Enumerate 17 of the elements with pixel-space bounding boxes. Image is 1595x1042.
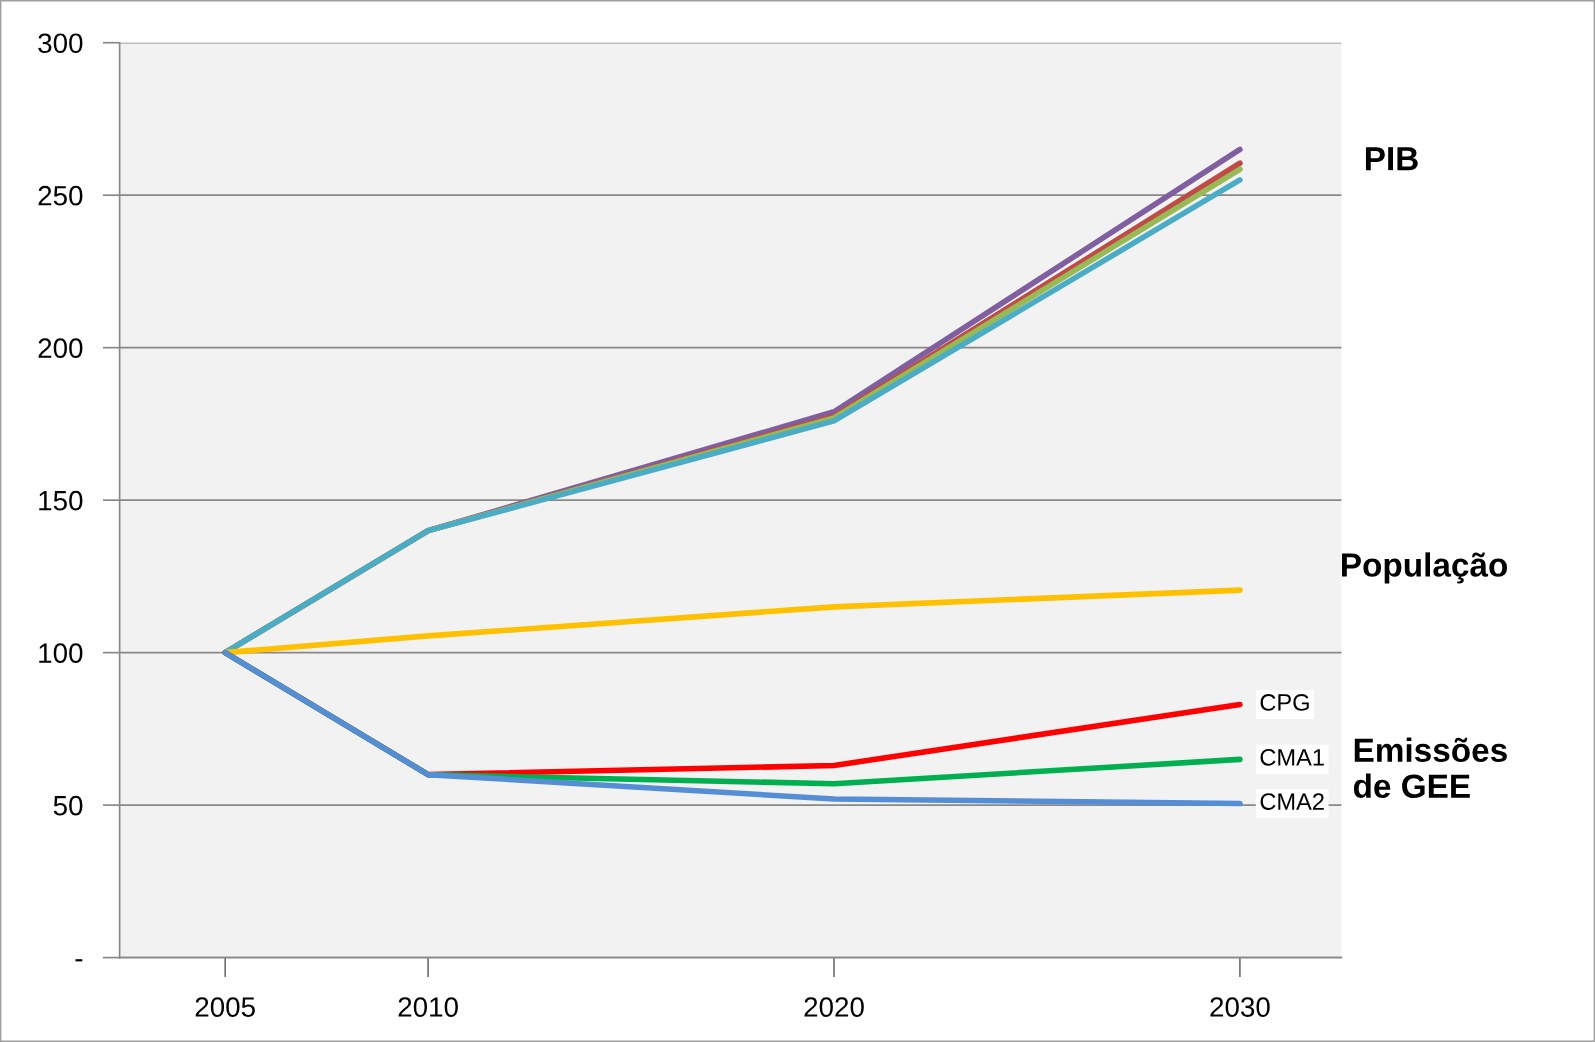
series-label: CMA1: [1260, 748, 1324, 766]
y-tick-label: 250: [38, 185, 83, 206]
x-tick-label: 2005: [195, 997, 255, 1017]
text: PIB: [1365, 147, 1418, 171]
text: População: [1342, 552, 1508, 584]
series-label: CMA2: [1260, 793, 1324, 810]
y-tick-label: -: [75, 959, 83, 962]
x-tick-label: 2030: [1210, 997, 1270, 1017]
y-tick-label: 100: [39, 643, 83, 663]
series-label: CPG: [1260, 694, 1309, 711]
x-tick-label: 2020: [804, 997, 864, 1017]
y-tick-label: 200: [38, 338, 83, 359]
y-tick-label: 300: [38, 33, 83, 54]
text: Emissões de GEE: [1353, 737, 1507, 798]
y-tick-label: 50: [53, 795, 83, 816]
y-tick-label: 150: [39, 490, 83, 511]
x-tick-label: 2010: [398, 997, 458, 1017]
